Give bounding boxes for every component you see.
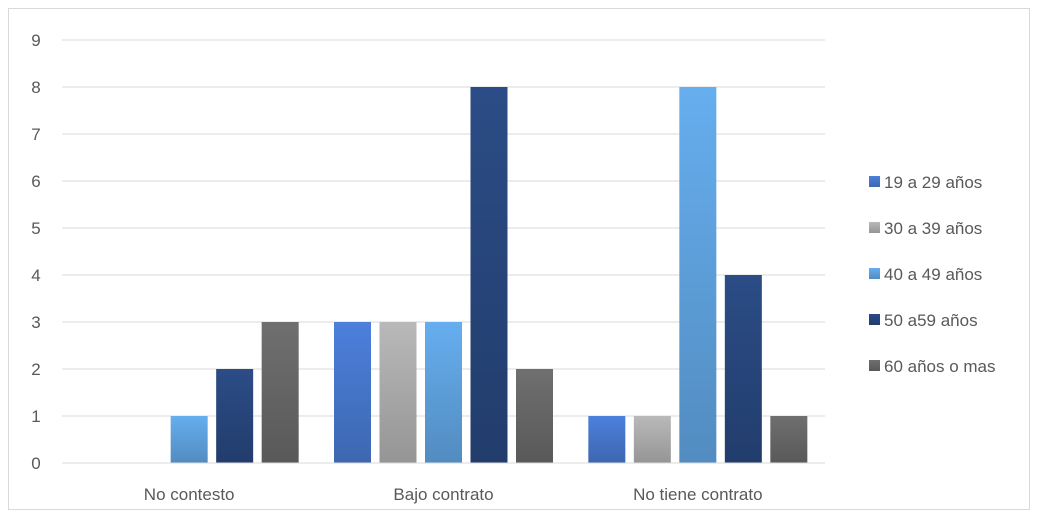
bar	[588, 416, 626, 463]
bar	[425, 322, 462, 463]
legend-label: 30 a 39 años	[884, 219, 982, 238]
y-tick-label: 0	[31, 454, 40, 473]
y-tick-label: 1	[31, 407, 40, 426]
bar	[170, 416, 208, 463]
y-tick-label: 2	[31, 360, 40, 379]
bar	[724, 275, 762, 463]
bar	[261, 322, 299, 463]
bar	[633, 416, 671, 463]
legend-swatch	[869, 268, 880, 279]
y-tick-label: 3	[31, 313, 40, 332]
legend-label: 40 a 49 años	[884, 265, 982, 284]
legend-label: 19 a 29 años	[884, 173, 982, 192]
y-axis-ticks: 0 1 2 3 4 5 6 7 8 9	[31, 31, 40, 473]
legend-swatch	[869, 314, 880, 325]
legend-swatch	[869, 222, 880, 233]
bar	[770, 416, 808, 463]
y-tick-label: 5	[31, 219, 40, 238]
legend: 19 a 29 años 30 a 39 años 40 a 49 años 50 a…	[869, 173, 996, 376]
y-tick-label: 4	[31, 266, 40, 285]
x-category-label: Bajo contrato	[393, 485, 493, 504]
bar	[470, 87, 508, 463]
bar	[379, 322, 417, 463]
legend-label: 50 a59 años	[884, 311, 978, 330]
bars	[170, 87, 808, 463]
legend-swatch	[869, 360, 880, 371]
bar	[216, 369, 254, 463]
bar	[334, 322, 371, 463]
y-tick-label: 9	[31, 31, 40, 50]
bar	[516, 369, 553, 463]
legend-swatch	[869, 176, 880, 187]
x-axis-categories: No contesto Bajo contrato No tiene contrat…	[144, 485, 763, 504]
y-tick-label: 7	[31, 125, 40, 144]
bar	[679, 87, 717, 463]
x-category-label: No contesto	[144, 485, 235, 504]
x-category-label: No tiene contrato	[633, 485, 762, 504]
y-tick-label: 8	[31, 78, 40, 97]
y-tick-label: 6	[31, 172, 40, 191]
legend-label: 60 años o mas	[884, 357, 996, 376]
